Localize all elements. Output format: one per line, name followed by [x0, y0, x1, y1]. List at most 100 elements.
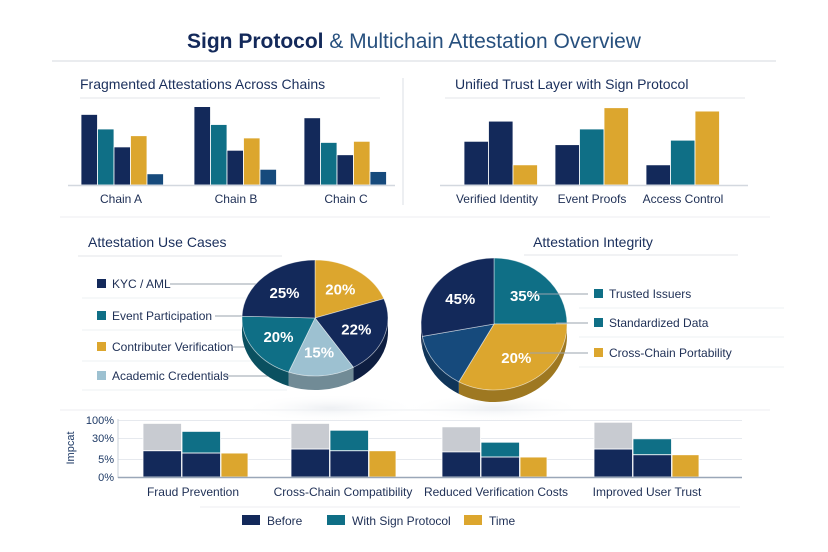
bar-reduced-verification-costs-0-lower — [441, 451, 481, 478]
bar-chain-a-s3 — [113, 146, 131, 186]
pie-slice-side — [458, 324, 567, 402]
x-tick-label: Improved User Trust — [593, 485, 702, 499]
shadow-glow — [405, 394, 585, 422]
pie-slice-academic-credentials — [288, 317, 355, 377]
unified-chart-title: Unified Trust Layer with Sign Protocol — [455, 76, 688, 92]
pie-slice-event-participation — [241, 315, 316, 373]
legend-item: KYC / AML — [82, 277, 287, 299]
page-title: Sign Protocol & Multichain Attestation O… — [187, 30, 642, 53]
bar-cross-chain-compatibility-0-upper — [290, 423, 330, 450]
legend-label: Contributer Verification — [112, 340, 233, 354]
pie-slice-cross-chain-portability — [458, 323, 568, 391]
pie-data-label: 20% — [325, 282, 355, 299]
legend-item: With Sign Protocol — [327, 514, 451, 528]
title-strong: Sign Protocol — [187, 30, 324, 53]
legend-swatch — [594, 289, 603, 298]
pie-data-label: 15% — [304, 345, 334, 362]
legend-swatch — [242, 515, 260, 525]
x-tick-label: Verified Identity — [456, 192, 538, 206]
bar-event-proofs-s3 — [603, 107, 629, 186]
pie-slice-trusted-issuers — [493, 257, 568, 325]
x-tick-label: Chain B — [215, 192, 258, 206]
bar-chain-c-s5 — [369, 171, 387, 186]
impact-bar-chart: Impcat 100% 30% 5% 0% Fraud Prevention C… — [65, 415, 742, 528]
bar-fraud-prevention-1-lower — [181, 452, 221, 478]
legend-label: With Sign Protocol — [352, 514, 451, 528]
pie-slice-side — [422, 336, 459, 394]
bar-fraud-prevention-1-upper — [181, 430, 221, 454]
bar-chain-c-s3 — [336, 154, 354, 186]
integrity-pie-chart: Attestation Integrity 35% 20% 45% Trusted … — [420, 234, 784, 402]
legend-swatch — [97, 342, 106, 351]
legend-swatch — [97, 279, 106, 288]
bar-chain-c-s2 — [320, 142, 338, 186]
x-tick-label: Reduced Verification Costs — [424, 485, 568, 499]
bar-improved-user-trust-2-lower — [671, 454, 700, 478]
bar-chain-b-s5 — [259, 168, 277, 186]
bar-fraud-prevention-0-upper — [142, 423, 182, 452]
bar-reduced-verification-costs-2-lower — [519, 456, 548, 478]
use-cases-pie-chart: Attestation Use Cases KYC / AML Event Par… — [78, 234, 389, 391]
pie-slice-other — [420, 257, 495, 337]
bar-chain-b-s1 — [193, 106, 211, 186]
x-tick-label: Chain A — [100, 192, 142, 206]
bar-access-control-s3 — [694, 110, 720, 186]
bar-verified-identity-s1 — [463, 140, 489, 186]
pie-slice-side — [288, 367, 354, 391]
x-tick-label: Chain C — [324, 192, 368, 206]
use-cases-title: Attestation Use Cases — [88, 234, 227, 250]
bar-reduced-verification-costs-1-lower — [480, 456, 520, 478]
legend-label: Cross-Chain Portability — [609, 346, 732, 360]
legend-item: Academic Credentials — [82, 369, 287, 391]
y-tick-label: 5% — [98, 454, 114, 466]
legend-swatch — [464, 515, 482, 525]
legend-swatch — [97, 311, 106, 320]
bar-chain-a-s2 — [97, 128, 115, 186]
bar-event-proofs-s2 — [579, 128, 605, 186]
legend-swatch — [594, 348, 603, 357]
legend-swatch — [327, 515, 345, 525]
pie-data-label: 20% — [501, 350, 531, 367]
bar-cross-chain-compatibility-2-lower — [368, 450, 397, 478]
bar-event-proofs-s1 — [554, 144, 580, 186]
bar-fraud-prevention-2-lower — [220, 452, 249, 478]
legend-item: Standardized Data — [556, 316, 784, 338]
legend-label: Trusted Issuers — [609, 287, 691, 301]
bar-chain-c-s1 — [303, 117, 321, 186]
pie-slice-side — [421, 324, 423, 349]
legend-label: Event Participation — [112, 309, 212, 323]
x-tick-label: Fraud Prevention — [147, 485, 239, 499]
x-tick-label: Access Control — [643, 192, 724, 206]
x-tick-label: Event Proofs — [558, 192, 627, 206]
y-axis-label: Impcat — [65, 431, 77, 464]
x-tick-label: Cross-Chain Compatibility — [274, 485, 413, 499]
bar-improved-user-trust-1-lower — [632, 454, 672, 478]
y-tick-label: 100% — [86, 415, 114, 427]
legend-label: Before — [267, 514, 303, 528]
bar-chain-a-s5 — [146, 173, 164, 186]
pie-data-label: 45% — [445, 291, 475, 308]
pie-slice-kyc-aml-lower — [314, 298, 389, 368]
title-rest: & Multichain Attestation Overview — [324, 30, 642, 53]
bar-reduced-verification-costs-0-upper — [441, 426, 481, 453]
integrity-title: Attestation Integrity — [533, 234, 653, 250]
bar-chain-c-s4 — [353, 140, 371, 186]
bar-access-control-s1 — [645, 164, 671, 186]
unified-trust-chart: Unified Trust Layer with Sign Protocol V… — [440, 76, 748, 206]
bar-chain-a-s4 — [130, 135, 148, 186]
pie-data-label: 25% — [269, 285, 299, 302]
legend-item: Time — [464, 514, 516, 528]
legend-label: KYC / AML — [112, 277, 171, 291]
legend-label: Standardized Data — [609, 316, 709, 330]
legend-label: Time — [489, 514, 516, 528]
shadow-glow — [240, 394, 420, 422]
bar-improved-user-trust-0-upper — [593, 421, 633, 450]
y-tick-label: 30% — [92, 433, 114, 445]
bar-access-control-s2 — [670, 139, 696, 186]
pie-data-label: 22% — [341, 322, 371, 339]
fragmented-chart-title: Fragmented Attestations Across Chains — [80, 76, 325, 92]
y-tick-label: 0% — [98, 472, 114, 484]
bar-verified-identity-s2 — [488, 120, 514, 186]
bar-reduced-verification-costs-1-upper — [480, 441, 520, 458]
